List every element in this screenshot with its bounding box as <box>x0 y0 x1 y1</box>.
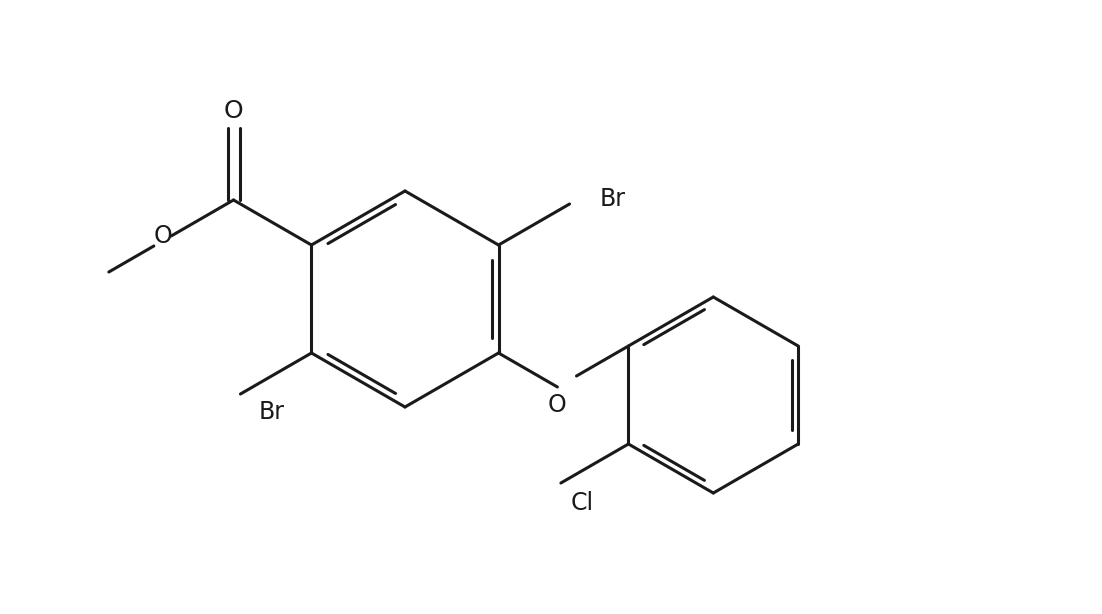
Text: O: O <box>224 99 244 123</box>
Text: O: O <box>548 393 566 417</box>
Text: O: O <box>154 224 173 248</box>
Text: Cl: Cl <box>571 491 594 515</box>
Text: Br: Br <box>259 400 284 424</box>
Text: Br: Br <box>599 187 626 211</box>
